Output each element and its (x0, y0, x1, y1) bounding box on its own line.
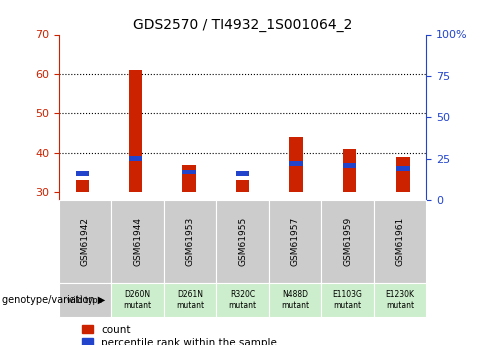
Title: GDS2570 / TI4932_1S001064_2: GDS2570 / TI4932_1S001064_2 (133, 18, 352, 32)
Bar (182, 165, 196, 192)
Text: wild type: wild type (68, 296, 102, 305)
Text: E1230K
mutant: E1230K mutant (386, 290, 415, 310)
Text: D260N
mutant: D260N mutant (123, 290, 151, 310)
Bar (236, 180, 249, 192)
Bar (75, 171, 89, 176)
Bar (182, 170, 196, 174)
Bar (396, 166, 410, 171)
Bar (129, 70, 142, 192)
Bar (236, 171, 249, 176)
Text: GSM61953: GSM61953 (186, 217, 195, 266)
Legend: count, percentile rank within the sample: count, percentile rank within the sample (82, 325, 277, 345)
Bar (343, 149, 356, 192)
Text: GSM61957: GSM61957 (291, 217, 299, 266)
Text: N488D
mutant: N488D mutant (281, 290, 309, 310)
Bar (396, 157, 410, 192)
Text: R320C
mutant: R320C mutant (228, 290, 257, 310)
Text: D261N
mutant: D261N mutant (176, 290, 204, 310)
Bar (343, 163, 356, 168)
Bar (75, 180, 89, 192)
Text: GSM61955: GSM61955 (238, 217, 247, 266)
Bar (289, 137, 303, 192)
Text: GSM61942: GSM61942 (80, 217, 90, 266)
Bar (129, 156, 142, 161)
Text: GSM61961: GSM61961 (395, 217, 405, 266)
Text: genotype/variation ▶: genotype/variation ▶ (2, 295, 106, 305)
Bar (289, 161, 303, 166)
Text: GSM61959: GSM61959 (343, 217, 352, 266)
Text: E1103G
mutant: E1103G mutant (333, 290, 363, 310)
Text: GSM61944: GSM61944 (133, 217, 142, 266)
